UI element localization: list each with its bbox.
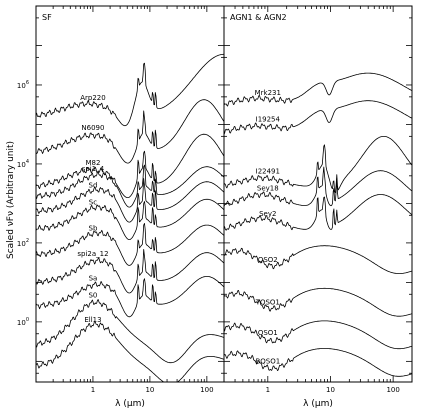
- series-label: spi2a_12: [77, 250, 108, 258]
- sed-curve: [36, 299, 224, 364]
- sed-curve: [224, 136, 412, 194]
- y-tick-label: 104: [17, 159, 29, 169]
- y-tick-label: 106: [17, 80, 29, 90]
- sed-curve: [224, 245, 412, 274]
- x-tick-label: 100: [386, 386, 399, 394]
- sed-curve: [224, 320, 412, 350]
- series-label: Sb: [89, 225, 98, 233]
- series-label: N6090: [81, 124, 104, 132]
- plot-frame: [223, 5, 413, 383]
- series-label: BQSO1: [255, 357, 280, 365]
- x-tick-label: 10: [145, 386, 154, 394]
- series-label: QSO2: [258, 256, 278, 264]
- series-label: Sd: [89, 182, 98, 190]
- panel-agn-x-axis-label: λ (μm): [303, 399, 333, 409]
- series-label: TQSO1: [255, 299, 280, 307]
- sed-curve: [224, 194, 412, 231]
- sed-curve: [36, 133, 224, 198]
- series-label: I22491: [256, 167, 280, 175]
- series-label: S0: [88, 291, 97, 299]
- series-label: Arp220: [80, 94, 105, 102]
- panel-sf-ticks: 1 10 100 100 102 104 106: [17, 5, 225, 394]
- sed-curve: [36, 320, 224, 382]
- sed-curve: [36, 178, 224, 223]
- series-label: Mrk231: [255, 89, 281, 97]
- panel-sf-title: SF: [42, 13, 52, 22]
- sed-curve: [224, 72, 412, 107]
- series-label: Sey18: [257, 185, 279, 193]
- sed-curve: [224, 166, 412, 207]
- x-tick-label: 1: [91, 386, 95, 394]
- series-label: Ell13: [84, 316, 101, 324]
- series-label: I19254: [256, 115, 281, 123]
- series-label: spi1_4: [82, 165, 105, 173]
- sed-curve: [36, 223, 224, 266]
- y-tick-label: 102: [17, 238, 29, 248]
- sed-curve: [36, 99, 224, 164]
- series-label: M82: [85, 159, 100, 167]
- series-label: Sa: [89, 275, 98, 283]
- panel-sf-x-axis-label: λ (μm): [115, 399, 145, 409]
- sed-curve: [224, 100, 412, 135]
- sed-curve: [36, 249, 224, 294]
- x-tick-label: 10: [326, 386, 335, 394]
- sed-curve: [36, 276, 224, 318]
- panel-agn-curves: [224, 72, 412, 377]
- y-axis-label: Scaled νFν (Arbitrary unit): [6, 141, 16, 259]
- series-label: Sey2: [259, 210, 276, 218]
- x-tick-label: 1: [266, 386, 270, 394]
- panel-agn-title: AGN1 & AGN2: [230, 13, 287, 22]
- panel-agn-labels: Mrk231 I19254 I22491 Sey18 Sey2 QSO2 TQSO1 QSO1…: [255, 89, 281, 365]
- y-tick-label: 100: [17, 317, 29, 327]
- series-label: Sc: [89, 199, 97, 207]
- sed-curve: [36, 198, 224, 240]
- sed-curve: [36, 53, 224, 127]
- series-label: QSO1: [258, 329, 278, 337]
- panel-agn: 1 10 100 Mrk231 I19254 I22491 Sey18 Sey2 QSO2 TQ…: [223, 5, 413, 409]
- sed-curve: [224, 348, 412, 377]
- panel-agn-ticks: 1 10 100: [223, 5, 413, 394]
- x-tick-label: 100: [200, 386, 213, 394]
- plot-frame: [35, 5, 225, 383]
- sed-curve: [224, 287, 412, 317]
- sed-curve: [36, 164, 224, 208]
- panel-sf-curves: [36, 53, 224, 382]
